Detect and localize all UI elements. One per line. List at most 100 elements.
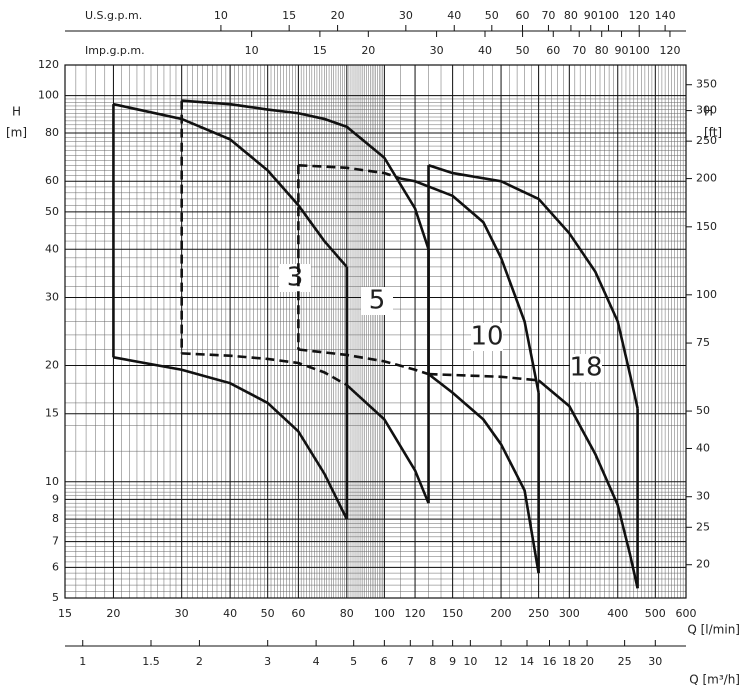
x-tick-label: 150 (442, 607, 463, 620)
m3h-tick-label: 18 (562, 655, 576, 668)
y-tick-label: 50 (45, 205, 59, 218)
x-tick-label: 60 (291, 607, 305, 620)
us-gpm-tick-label: 10 (214, 9, 228, 22)
pump-curve (113, 356, 348, 520)
us-gpm-tick-label: 140 (655, 9, 676, 22)
us-gpm-tick-label: 90 (584, 9, 598, 22)
y-tick-label: 5 (52, 591, 59, 604)
m3h-tick-label: 30 (648, 655, 662, 668)
curve-label: 18 (569, 353, 602, 383)
y2-tick-label: 25 (696, 520, 710, 533)
y-tick-label: 9 (52, 492, 59, 505)
us-gpm-tick-label: 40 (447, 9, 461, 22)
imp-gpm-tick-label: 50 (516, 44, 530, 57)
imp-gpm-tick-label: 70 (572, 44, 586, 57)
us-gpm-tick-label: 60 (515, 9, 529, 22)
y-unit: [m] (6, 126, 27, 140)
y-label: H (12, 105, 21, 119)
x-tick-label: 15 (58, 607, 72, 620)
x-tick-label: 40 (223, 607, 237, 620)
imp-gpm-tick-label: 40 (478, 44, 492, 57)
x-tick-label: 300 (559, 607, 580, 620)
us-gpm-tick-label: 120 (629, 9, 650, 22)
imp-gpm-tick-label: 80 (595, 44, 609, 57)
x-tick-label: 200 (491, 607, 512, 620)
y-tick-label: 60 (45, 174, 59, 187)
us-gpm-tick-label: 15 (282, 9, 296, 22)
m3h-tick-label: 8 (429, 655, 436, 668)
y-tick-label: 40 (45, 242, 59, 255)
m3h-tick-label: 6 (381, 655, 388, 668)
curve-label-bg (570, 354, 602, 382)
pump-curve (181, 99, 430, 250)
y2-tick-label: 30 (696, 490, 710, 503)
pump-curve (298, 348, 429, 376)
curve-label: 3 (287, 263, 304, 293)
pump-curve (427, 373, 540, 574)
us-gpm-tick-label: 20 (331, 9, 345, 22)
m3h-tick-label: 9 (449, 655, 456, 668)
x-tick-label: 50 (261, 607, 275, 620)
x-tick-label: 250 (528, 607, 549, 620)
curve-label: 5 (369, 286, 386, 316)
m3h-label: Q [m³/h] (689, 673, 740, 687)
imp-gpm-tick-label: 90 (615, 44, 629, 57)
x-label: Q [l/min] (687, 623, 740, 637)
pump-curve (400, 177, 540, 394)
us-gpm-tick-label: 50 (485, 9, 499, 22)
imp-gpm-tick-label: 120 (659, 44, 680, 57)
curve-label-bg (361, 287, 393, 315)
imp-gpm-tick-label: 10 (245, 44, 259, 57)
y2-tick-label: 250 (696, 134, 717, 147)
pump-curve (537, 379, 639, 589)
imp-gpm-tick-label: 60 (546, 44, 560, 57)
imp-gpm-tick-label: 20 (361, 44, 375, 57)
y-tick-label: 80 (45, 126, 59, 139)
y2-tick-label: 300 (696, 104, 717, 117)
m3h-tick-label: 4 (313, 655, 320, 668)
y-tick-label: 15 (45, 407, 59, 420)
m3h-tick-label: 1.5 (142, 655, 160, 668)
y-tick-label: 20 (45, 359, 59, 372)
us-gpm-label: U.S.g.p.m. (85, 9, 142, 22)
y-tick-label: 100 (38, 89, 59, 102)
y-tick-label: 120 (38, 58, 59, 71)
pump-curve (345, 384, 430, 504)
m3h-tick-label: 7 (407, 655, 414, 668)
pump-curve (428, 372, 539, 382)
x-tick-label: 80 (340, 607, 354, 620)
x-tick-label: 120 (405, 607, 426, 620)
imp-gpm-tick-label: 15 (313, 44, 327, 57)
m3h-tick-label: 10 (463, 655, 477, 668)
imp-gpm-label: Imp.g.p.m. (85, 44, 145, 57)
m3h-tick-label: 14 (520, 655, 534, 668)
y-tick-label: 30 (45, 290, 59, 303)
y-tick-label: 7 (52, 535, 59, 548)
curve-label-bg (471, 323, 503, 351)
y2-tick-label: 50 (696, 404, 710, 417)
us-gpm-tick-label: 80 (564, 9, 578, 22)
y2-label: H (704, 105, 713, 119)
y2-tick-label: 350 (696, 78, 717, 91)
x-tick-label: 30 (175, 607, 189, 620)
x-tick-label: 500 (645, 607, 666, 620)
us-gpm-tick-label: 30 (399, 9, 413, 22)
m3h-tick-label: 20 (580, 655, 594, 668)
us-gpm-tick-label: 70 (541, 9, 555, 22)
imp-gpm-tick-label: 100 (629, 44, 650, 57)
y2-tick-label: 100 (696, 288, 717, 301)
curve-label: 10 (470, 322, 503, 352)
y2-tick-label: 75 (696, 336, 710, 349)
x-tick-label: 20 (106, 607, 120, 620)
y2-tick-label: 20 (696, 558, 710, 571)
m3h-tick-label: 2 (196, 655, 203, 668)
m3h-tick-label: 3 (264, 655, 271, 668)
y-tick-label: 8 (52, 512, 59, 525)
x-tick-label: 600 (676, 607, 697, 620)
m3h-tick-label: 16 (542, 655, 556, 668)
us-gpm-tick-label: 100 (598, 9, 619, 22)
pump-curve (298, 163, 401, 180)
y2-unit: [ft] (704, 126, 722, 140)
m3h-tick-label: 12 (494, 655, 508, 668)
